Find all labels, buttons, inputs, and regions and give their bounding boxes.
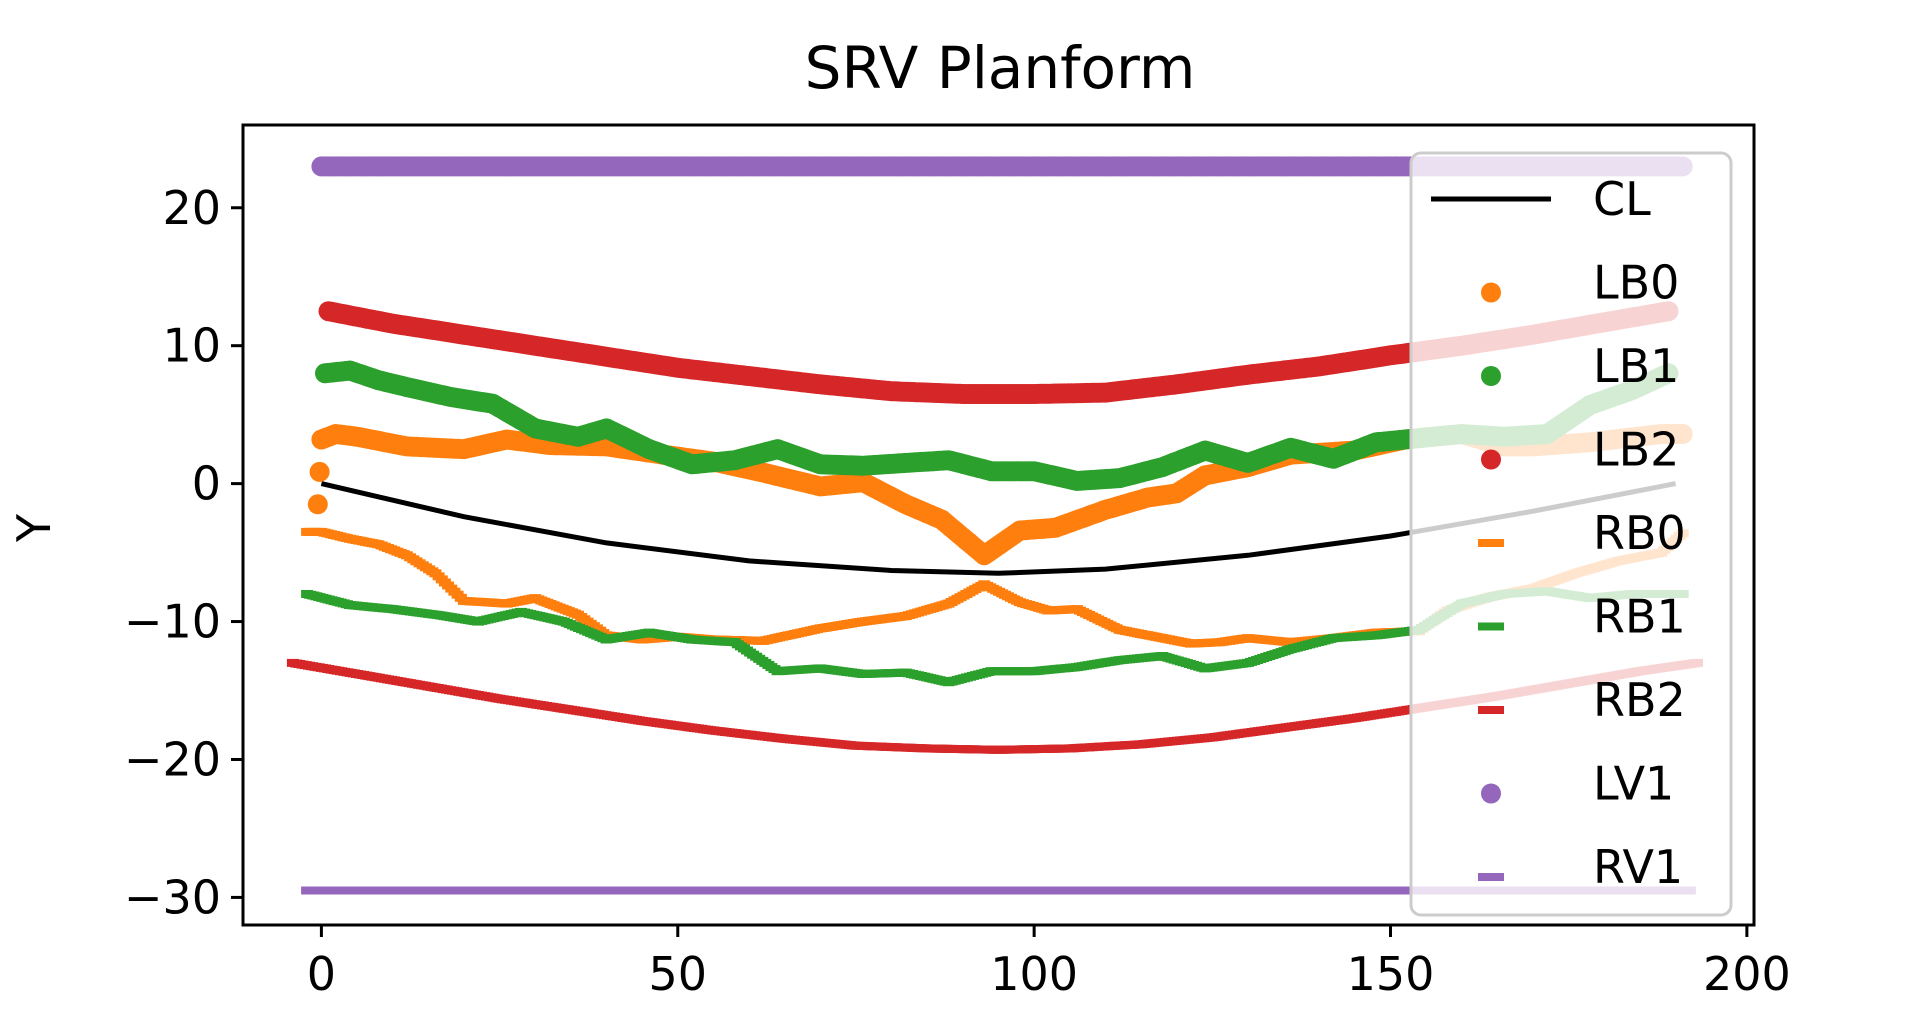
legend-swatch-rb1 [1478, 622, 1504, 631]
legend-item-lb0: LB0 [1481, 256, 1679, 310]
chart-title: SRV Planform [805, 34, 1196, 102]
legend-swatch-lb1 [1481, 366, 1501, 386]
legend-swatch-rv1 [1478, 873, 1504, 881]
legend-item-rb2: RB2 [1478, 673, 1686, 727]
legend-label-lb1: LB1 [1593, 339, 1679, 393]
x-tick-label-0: 0 [307, 947, 336, 1001]
legend-swatch-lb0 [1481, 282, 1501, 303]
legend-label-lv1: LV1 [1593, 757, 1674, 811]
legend-item-lb1: LB1 [1481, 339, 1679, 393]
legend-item-rb0: RB0 [1478, 506, 1686, 560]
x-tick-label-2: 100 [990, 947, 1078, 1001]
legend-item-rv1: RV1 [1478, 840, 1683, 894]
x-tick-label-1: 50 [648, 947, 707, 1001]
legend-label-rv1: RV1 [1593, 840, 1683, 894]
legend-label-rb1: RB1 [1593, 590, 1686, 644]
legend-item-rb1: RB1 [1478, 590, 1686, 644]
legend-box [1409, 151, 1733, 917]
y-tick-label-2: −10 [124, 595, 221, 649]
point-lb0-0 [307, 494, 328, 515]
legend-swatch-rb2 [1478, 706, 1504, 714]
legend-label-rb0: RB0 [1593, 506, 1686, 560]
legend-label-lb2: LB2 [1593, 423, 1679, 477]
legend-swatch-lv1 [1481, 783, 1501, 804]
x-tick-label-4: 200 [1703, 947, 1791, 1001]
legend-swatch-rb0 [1478, 539, 1504, 547]
series-rv1 [301, 886, 1696, 895]
legend-label-rb2: RB2 [1593, 673, 1686, 727]
y-tick-label-3: 0 [192, 457, 221, 511]
y-tick-label-4: 10 [162, 319, 221, 373]
legend-swatch-lb2 [1481, 449, 1501, 470]
y-tick-label-1: −20 [124, 732, 221, 786]
y-axis: −30 −20 −10 0 10 20 [124, 181, 243, 924]
legend-item-lb2: LB2 [1481, 423, 1679, 477]
legend-item-cl: CL [1431, 172, 1651, 226]
legend-item-lv1: LV1 [1481, 757, 1674, 811]
y-tick-label-0: −30 [124, 870, 221, 924]
y-axis-label: Y [7, 513, 61, 543]
x-tick-label-3: 150 [1347, 947, 1435, 1001]
y-tick-label-5: 20 [162, 181, 221, 235]
legend: CL LB0 LB1 LB2 RB0 RB1 RB2 LV1 RV1 [1409, 151, 1733, 917]
legend-label-cl: CL [1593, 172, 1651, 226]
x-axis: 0 50 100 150 200 [307, 925, 1791, 1001]
point-lb0-1 [309, 461, 330, 482]
plot-frame [241, 123, 1756, 927]
legend-label-lb0: LB0 [1593, 256, 1679, 310]
